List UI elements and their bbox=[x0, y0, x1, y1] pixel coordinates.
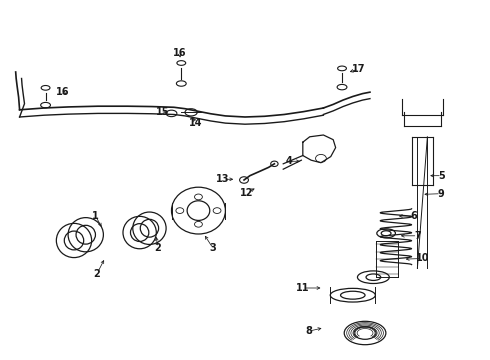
Text: 16: 16 bbox=[56, 87, 70, 97]
Text: 3: 3 bbox=[210, 243, 217, 253]
Text: 17: 17 bbox=[352, 64, 366, 74]
Text: 15: 15 bbox=[156, 107, 170, 117]
Text: 7: 7 bbox=[414, 231, 421, 241]
Text: 1: 1 bbox=[92, 211, 99, 221]
Text: 11: 11 bbox=[296, 283, 310, 293]
Text: 6: 6 bbox=[411, 211, 417, 221]
Text: 9: 9 bbox=[438, 189, 444, 199]
Text: 5: 5 bbox=[439, 171, 445, 181]
Text: 12: 12 bbox=[240, 188, 254, 198]
Text: 4: 4 bbox=[286, 156, 293, 166]
Text: 14: 14 bbox=[189, 118, 203, 128]
Text: 16: 16 bbox=[173, 48, 187, 58]
Text: 10: 10 bbox=[416, 253, 429, 264]
Text: 2: 2 bbox=[94, 269, 100, 279]
Text: 13: 13 bbox=[216, 174, 230, 184]
Text: 8: 8 bbox=[305, 326, 312, 336]
Text: 2: 2 bbox=[154, 243, 161, 253]
